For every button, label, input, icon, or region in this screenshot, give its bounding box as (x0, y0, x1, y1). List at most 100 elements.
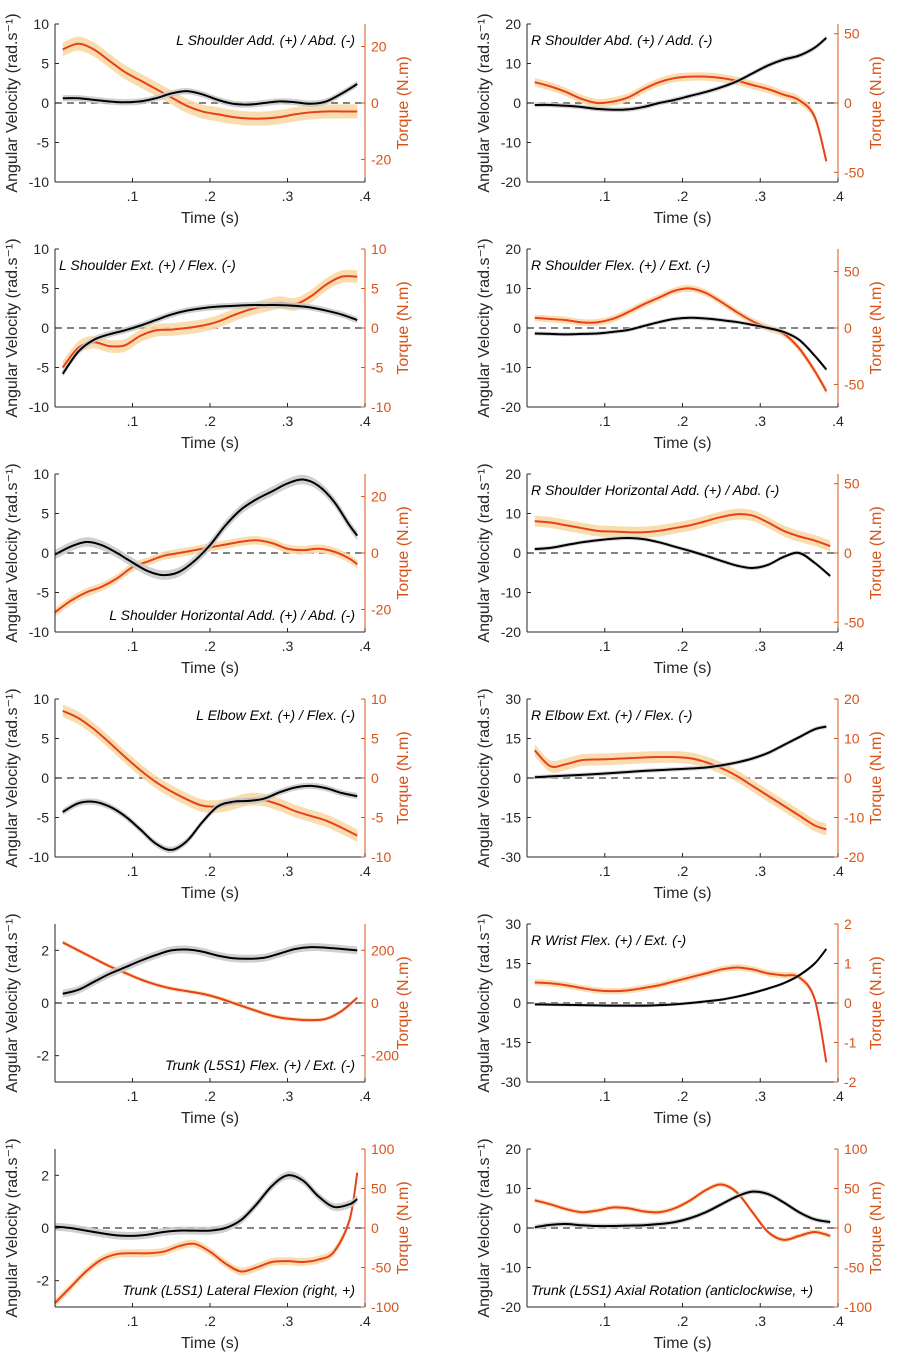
velocity-series-line (534, 1190, 831, 1229)
panel-title: R Shoulder Horizontal Add. (+) / Abd. (-… (531, 482, 779, 498)
plot-area (534, 1182, 831, 1243)
y2-tick-label: -1 (844, 1035, 857, 1051)
y-tick-label: 5 (41, 56, 49, 72)
y2-tick-label: 10 (844, 731, 860, 747)
torque-band (534, 508, 831, 552)
y-tick-label: 10 (33, 241, 49, 257)
x-tick-label: .3 (754, 1088, 766, 1104)
y-tick-label: 10 (505, 1181, 521, 1197)
torque-series-line (62, 709, 358, 837)
y-axis-label: Angular Velocity (rad.s⁻¹) (476, 238, 493, 417)
torque-band (534, 72, 827, 166)
y-tick-label: -20 (501, 1299, 521, 1315)
panel-title: Trunk (L5S1) Lateral Flexion (right, +) (122, 1282, 355, 1298)
y2-tick-label: -50 (371, 1260, 391, 1276)
x-axis-label: Time (s) (181, 435, 239, 452)
y2-tick-label: 1 (844, 956, 852, 972)
x-tick-label: .3 (282, 413, 294, 429)
x-tick-label: .4 (359, 863, 371, 879)
x-tick-label: .3 (754, 638, 766, 654)
y2-tick-label: 50 (371, 1181, 387, 1197)
chart-panel-8: .1 .2 .3 .4 -30 -15 0 15 30 -20 -10 0 10 20 Time (s) An… (476, 688, 885, 902)
y-tick-label: 0 (513, 95, 521, 111)
y-tick-label: 0 (513, 770, 521, 786)
y2-tick-label: 100 (371, 1141, 395, 1157)
torque-series-line (534, 513, 831, 548)
x-tick-label: .3 (282, 1313, 294, 1329)
torque-band (534, 964, 827, 1066)
velocity-series-line (534, 37, 827, 111)
y-tick-label: 20 (505, 16, 521, 32)
torque-series-line (62, 941, 358, 1022)
y2-tick-label: 20 (371, 39, 387, 55)
torque-series-line (534, 75, 828, 162)
y-axis-label: Angular Velocity (rad.s⁻¹) (476, 913, 493, 1092)
panel-title: R Wrist Flex. (+) / Ext. (-) (531, 932, 686, 948)
torque-band (534, 285, 827, 395)
x-tick-label: .3 (282, 863, 294, 879)
velocity-series-line (62, 784, 358, 851)
velocity-series-line (55, 478, 359, 577)
y2-tick-label: 50 (844, 476, 860, 492)
y2-tick-label: 0 (844, 95, 852, 111)
x-tick-label: .1 (127, 863, 139, 879)
plot-area (534, 35, 828, 166)
velocity-band (55, 474, 358, 580)
y-tick-label: -5 (37, 360, 50, 376)
y-axis-label: Angular Velocity (rad.s⁻¹) (476, 13, 493, 192)
plot-area (534, 724, 827, 836)
x-tick-label: .1 (599, 188, 611, 204)
x-tick-label: .1 (127, 1088, 139, 1104)
y2-tick-label: -5 (371, 360, 384, 376)
torque-series-line (534, 287, 828, 392)
y-tick-label: -2 (37, 1048, 50, 1064)
torque-band (534, 744, 827, 836)
y-tick-label: -15 (501, 1035, 521, 1051)
plot-area (534, 285, 828, 395)
y2-tick-label: -2 (844, 1074, 857, 1090)
y-tick-label: -5 (37, 810, 50, 826)
y-tick-label: 10 (33, 16, 49, 32)
velocity-band (534, 35, 827, 113)
x-tick-label: .2 (204, 638, 216, 654)
y-tick-label: 5 (41, 281, 49, 297)
y2-axis-label: Torque (N.m) (395, 506, 412, 599)
x-tick-label: .2 (677, 638, 689, 654)
y2-tick-label: -20 (371, 151, 391, 167)
y2-tick-label: 0 (844, 770, 852, 786)
velocity-series-line (62, 83, 358, 106)
x-tick-label: .1 (127, 638, 139, 654)
y-axis-label: Angular Velocity (rad.s⁻¹) (4, 1138, 21, 1317)
x-tick-label: .4 (359, 1313, 371, 1329)
velocity-series-line (61, 304, 358, 375)
plot-area (62, 704, 358, 854)
velocity-band (55, 1171, 358, 1240)
torque-series-line (62, 42, 358, 120)
velocity-series-line (534, 536, 831, 577)
x-tick-label: .1 (127, 413, 139, 429)
panel-title: R Elbow Ext. (+) / Flex. (-) (531, 707, 692, 723)
y-tick-label: -10 (501, 1260, 521, 1276)
torque-series-line (534, 749, 827, 831)
plot-area (55, 474, 359, 617)
x-axis-label: Time (s) (181, 1335, 239, 1352)
y-tick-label: 10 (505, 281, 521, 297)
y-tick-label: -10 (29, 174, 49, 190)
plot-area (61, 269, 358, 377)
y2-tick-label: -100 (844, 1299, 872, 1315)
plot-area (534, 947, 828, 1066)
y2-axis-label: Torque (N.m) (868, 56, 885, 149)
y2-tick-label: 0 (371, 995, 379, 1011)
x-tick-label: .4 (832, 1313, 844, 1329)
y2-tick-label: -20 (371, 601, 391, 617)
x-tick-label: .4 (832, 1088, 844, 1104)
y2-axis-label: Torque (N.m) (868, 956, 885, 1049)
y2-tick-label: -50 (844, 1260, 864, 1276)
velocity-band (62, 782, 358, 854)
x-tick-label: .2 (677, 1313, 689, 1329)
y-tick-label: -5 (37, 135, 50, 151)
y2-axis-label: Torque (N.m) (868, 1181, 885, 1274)
